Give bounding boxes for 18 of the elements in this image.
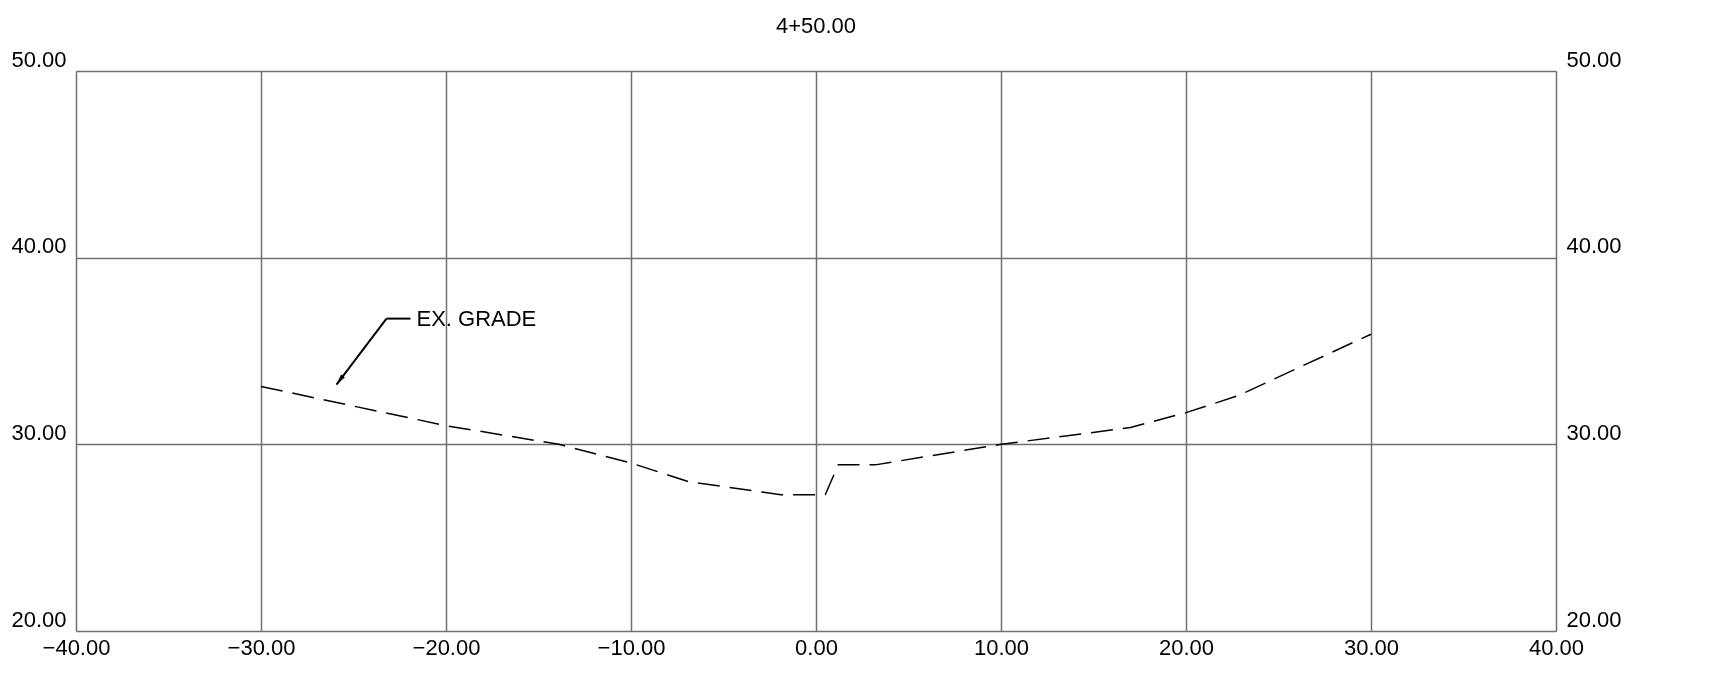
x-tick-label: 20.00: [1158, 634, 1215, 660]
x-tick-label: −10.00: [597, 634, 666, 660]
y2-tick-label: 30.00: [1566, 419, 1622, 445]
y-tick-label: 40.00: [11, 233, 67, 259]
x-tick-label: −40.00: [42, 634, 111, 660]
y-tick-label: 20.00: [11, 606, 67, 632]
y-tick-label: 50.00: [11, 46, 67, 72]
x-tick-label: 40.00: [1528, 634, 1585, 660]
x-tick-label: 30.00: [1343, 634, 1400, 660]
y2-tick-label: 40.00: [1566, 233, 1622, 259]
y2-tick-label: 50.00: [1566, 46, 1622, 72]
x-tick-label: 0.00: [795, 634, 838, 660]
x-tick-label: 10.00: [973, 634, 1030, 660]
y-tick-label: 30.00: [11, 419, 67, 445]
y2-tick-label: 20.00: [1566, 606, 1622, 632]
chart-title: 4+50.00: [775, 13, 857, 38]
x-tick-label: −30.00: [227, 634, 296, 660]
x-tick-label: −20.00: [412, 634, 481, 660]
